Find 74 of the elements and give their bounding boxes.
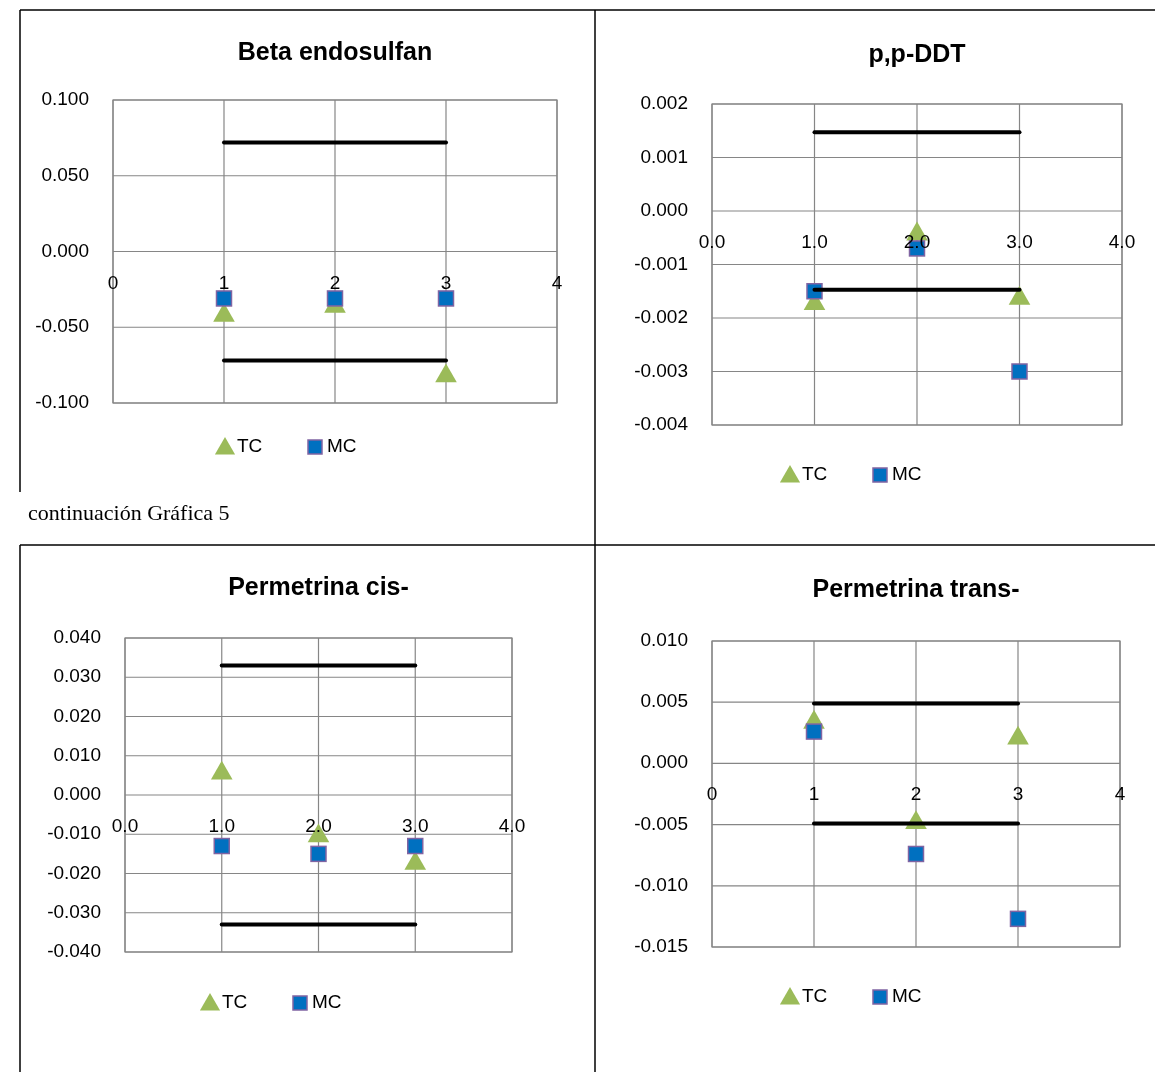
- y-tick-label: -0.002: [634, 306, 688, 328]
- point: [1011, 363, 1028, 380]
- point: [1009, 910, 1027, 928]
- x-tick-label: 1: [808, 783, 820, 805]
- point: [210, 760, 233, 780]
- x-tick-label: 2: [910, 783, 922, 805]
- y-tick-label: -0.005: [634, 812, 688, 834]
- x-tick-label: 2.0: [903, 231, 931, 253]
- x-tick-label: 4: [1114, 783, 1126, 805]
- y-tick-label: -0.030: [47, 900, 101, 922]
- x-tick-label: 4.0: [1108, 231, 1136, 253]
- y-tick-label: 0.010: [640, 629, 688, 651]
- legend-label: TC: [802, 985, 828, 1007]
- x-tick-label: 1: [218, 271, 230, 293]
- point: [1007, 725, 1029, 745]
- y-tick-label: 0.040: [53, 626, 101, 648]
- y-tick-label: -0.010: [47, 822, 101, 844]
- chart-title: p,p-DDT: [868, 38, 966, 67]
- point: [407, 837, 424, 855]
- y-tick-label: 0.010: [53, 743, 101, 765]
- y-tick-label: -0.040: [47, 940, 101, 962]
- x-tick-label: 2: [329, 271, 341, 293]
- legend-label: MC: [327, 435, 357, 457]
- x-tick-label: 4.0: [498, 815, 526, 837]
- legend-label: MC: [892, 463, 922, 485]
- x-tick-label: 2.0: [305, 815, 332, 837]
- x-tick-label: 3: [440, 271, 452, 293]
- y-tick-label: 0.000: [53, 783, 101, 805]
- x-tick-label: 0.0: [698, 231, 726, 253]
- y-tick-label: -0.004: [634, 413, 689, 435]
- x-tick-label: 0.0: [111, 815, 139, 837]
- y-tick-label: -0.100: [35, 391, 89, 413]
- chart-title: Permetrina trans-: [812, 573, 1020, 602]
- y-tick-label: -0.001: [634, 252, 688, 274]
- y-tick-label: 0.100: [41, 88, 89, 110]
- text: continuación Gráfica 5: [28, 500, 230, 526]
- y-tick-label: -0.010: [634, 873, 688, 895]
- point: [215, 290, 233, 307]
- x-tick-label: 0: [107, 271, 119, 293]
- legend-label: MC: [312, 991, 342, 1013]
- y-tick-label: -0.015: [634, 935, 688, 957]
- point: [326, 290, 344, 307]
- y-tick-label: 0.030: [53, 665, 101, 687]
- y-tick-label: 0.050: [41, 163, 89, 185]
- x-tick-label: 3: [1012, 783, 1024, 805]
- y-tick-label: 0.000: [640, 751, 688, 773]
- x-tick-label: 4: [551, 271, 563, 293]
- point: [310, 845, 327, 863]
- y-tick-label: -0.050: [35, 315, 89, 337]
- legend-label: MC: [892, 985, 922, 1007]
- y-tick-label: -0.003: [634, 359, 688, 381]
- chart-title: Beta endosulfan: [237, 36, 433, 65]
- point: [805, 723, 823, 740]
- chart-title: Permetrina cis-: [228, 571, 409, 600]
- x-tick-label: 1.0: [208, 815, 235, 837]
- legend-label: TC: [802, 463, 828, 485]
- legend-label: TC: [222, 991, 248, 1013]
- y-tick-label: 0.000: [41, 239, 89, 261]
- x-tick-label: 3.0: [1006, 231, 1033, 253]
- legend-label: TC: [237, 435, 263, 457]
- y-tick-label: 0.000: [640, 199, 688, 221]
- point: [1008, 285, 1031, 305]
- y-tick-label: 0.001: [640, 145, 688, 167]
- point: [435, 363, 457, 383]
- x-tick-label: 3.0: [402, 815, 429, 837]
- y-tick-label: -0.020: [47, 861, 101, 883]
- x-tick-label: 1.0: [801, 231, 828, 253]
- y-tick-label: 0.002: [640, 92, 688, 114]
- point: [213, 837, 230, 855]
- point: [907, 845, 925, 863]
- y-tick-label: 0.005: [640, 690, 688, 712]
- y-tick-label: 0.020: [53, 704, 101, 726]
- point: [437, 290, 455, 307]
- x-tick-label: 0: [706, 783, 718, 805]
